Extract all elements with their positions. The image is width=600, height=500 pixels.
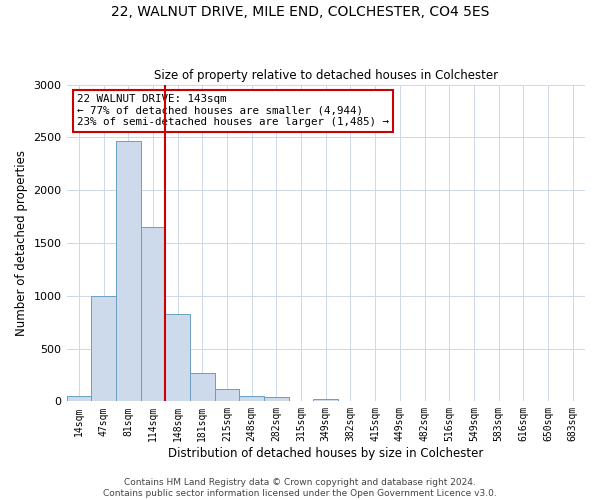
Bar <box>165 314 190 402</box>
Bar <box>190 373 215 402</box>
Bar <box>91 296 116 402</box>
Text: 22 WALNUT DRIVE: 143sqm
← 77% of detached houses are smaller (4,944)
23% of semi: 22 WALNUT DRIVE: 143sqm ← 77% of detache… <box>77 94 389 128</box>
Bar <box>116 140 140 402</box>
X-axis label: Distribution of detached houses by size in Colchester: Distribution of detached houses by size … <box>168 447 484 460</box>
Y-axis label: Number of detached properties: Number of detached properties <box>15 150 28 336</box>
Bar <box>215 388 239 402</box>
Text: 22, WALNUT DRIVE, MILE END, COLCHESTER, CO4 5ES: 22, WALNUT DRIVE, MILE END, COLCHESTER, … <box>111 5 489 19</box>
Text: Contains HM Land Registry data © Crown copyright and database right 2024.
Contai: Contains HM Land Registry data © Crown c… <box>103 478 497 498</box>
Title: Size of property relative to detached houses in Colchester: Size of property relative to detached ho… <box>154 69 498 82</box>
Bar <box>239 396 264 402</box>
Bar <box>313 398 338 402</box>
Bar <box>264 397 289 402</box>
Bar <box>67 396 91 402</box>
Bar <box>140 227 165 402</box>
